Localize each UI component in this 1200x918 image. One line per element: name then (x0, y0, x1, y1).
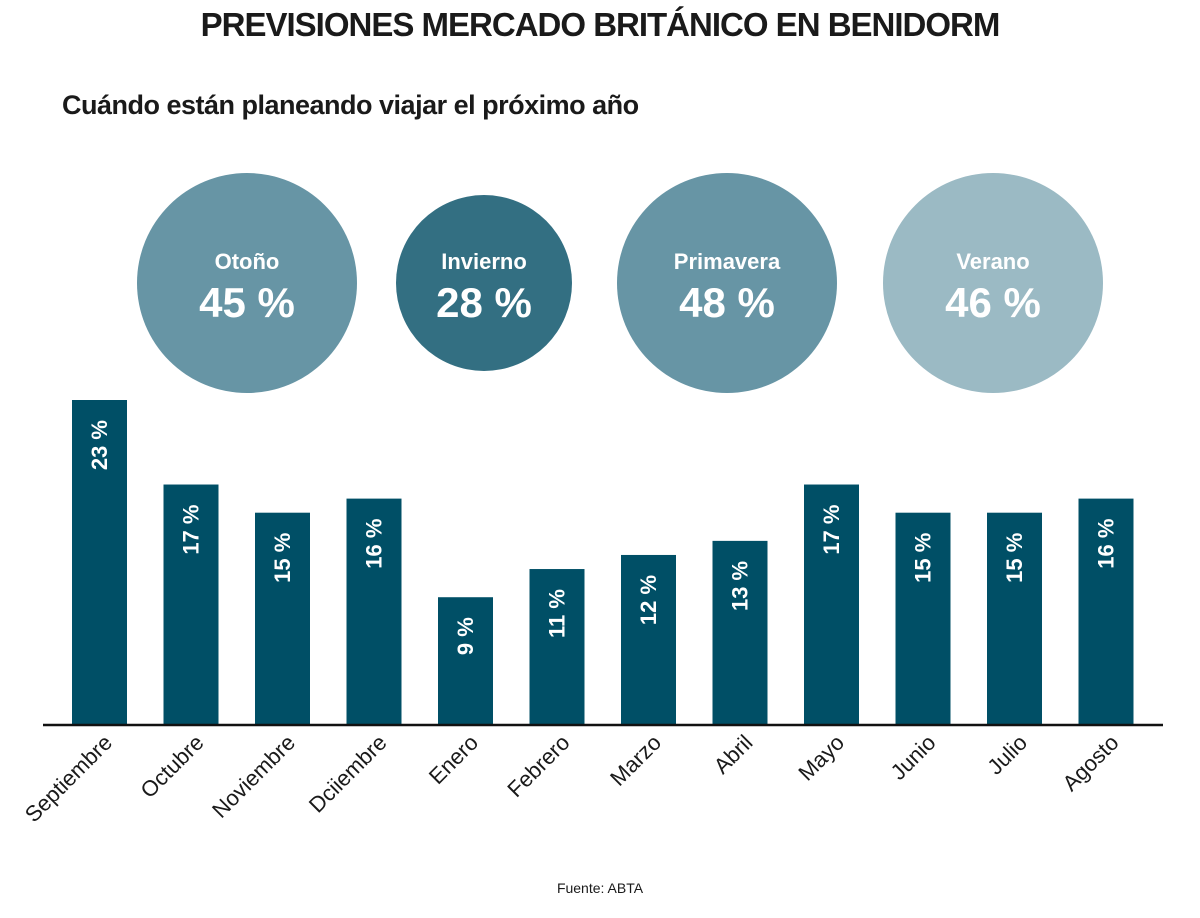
bar-data-label: 17 % (179, 505, 204, 555)
bar-data-label: 16 % (1094, 519, 1119, 569)
source-note: Fuente: ABTA (556, 880, 644, 896)
season-label: Primavera (674, 249, 781, 274)
season-circle (137, 173, 357, 393)
x-tick-label: Mayo (793, 730, 849, 786)
season-circle (396, 195, 572, 371)
bar-data-label: 23 % (87, 420, 112, 470)
bar-data-label: 12 % (636, 575, 661, 625)
bar-data-label: 17 % (819, 505, 844, 555)
bar (895, 512, 951, 724)
bar (1078, 498, 1134, 724)
season-value: 46 % (945, 279, 1041, 326)
bar (346, 498, 402, 724)
bar (163, 484, 219, 724)
season-label: Verano (956, 249, 1029, 274)
season-label: Otoño (215, 249, 280, 274)
bar-data-label: 15 % (1002, 533, 1027, 583)
season-circle (617, 173, 837, 393)
chart-title: PREVISIONES MERCADO BRITÁNICO EN BENIDOR… (200, 6, 1001, 43)
bar (438, 597, 493, 724)
season-label: Invierno (441, 249, 527, 274)
season-value: 48 % (679, 279, 775, 326)
season-value: 28 % (436, 279, 532, 326)
x-tick-label: Septiembre (20, 730, 117, 827)
bar (255, 512, 310, 724)
x-tick-label: Abril (709, 730, 758, 779)
bar-data-label: 11 % (545, 589, 570, 638)
bar (621, 554, 676, 724)
x-tick-label: Octubre (136, 730, 209, 803)
bar-data-label: 13 % (728, 561, 753, 611)
x-tick-label: Febrero (502, 730, 574, 802)
bar (987, 512, 1042, 724)
bar (804, 484, 859, 724)
x-tick-label: Marzo (605, 730, 666, 791)
x-tick-label: Dciiembre (304, 730, 392, 818)
x-tick-label: Junio (886, 730, 941, 785)
bar-data-label: 15 % (911, 533, 936, 583)
x-tick-label: Agosto (1057, 730, 1123, 796)
bar (72, 400, 127, 724)
x-tick-label: Julio (982, 730, 1032, 780)
chart-subtitle: Cuándo están planeando viajar el próximo… (62, 90, 639, 120)
bar-data-label: 16 % (362, 519, 387, 569)
season-value: 45 % (199, 279, 295, 326)
x-tick-label: Noviembre (207, 730, 300, 823)
season-circle (883, 173, 1103, 393)
bar (712, 540, 768, 724)
x-tick-label: Enero (424, 730, 483, 789)
bar (529, 569, 585, 724)
bar-data-label: 15 % (270, 533, 295, 583)
bar-data-label: 9 % (453, 617, 478, 655)
